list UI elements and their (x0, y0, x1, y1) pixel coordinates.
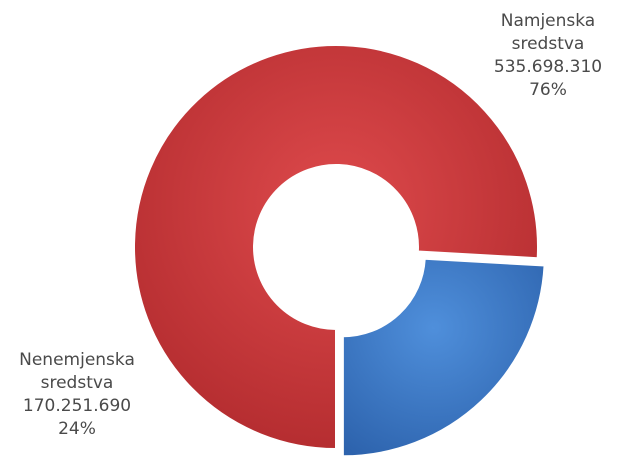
slice-label-nenemjenska-line1: Nenemjenska (19, 350, 135, 370)
donut-slice-namjenska (133, 44, 539, 451)
slices-group (133, 44, 546, 458)
slice-value-nenemjenska: 170.251.690 (22, 396, 132, 416)
slice-label-namjenska: Namjenska sredstva 535.698.310 76% (478, 10, 618, 102)
slice-label-namjenska-line1: Namjenska (500, 11, 596, 31)
donut-slice-nenemjenska (341, 257, 546, 458)
slice-label-namjenska-line2: sredstva (511, 34, 585, 54)
slice-value-namjenska: 535.698.310 (493, 57, 603, 77)
slice-label-nenemjenska: Nenemjenska sredstva 170.251.690 24% (2, 349, 152, 441)
slice-percent-namjenska: 76% (529, 80, 567, 100)
slice-label-nenemjenska-line2: sredstva (40, 373, 114, 393)
slice-percent-nenemjenska: 24% (58, 419, 96, 439)
